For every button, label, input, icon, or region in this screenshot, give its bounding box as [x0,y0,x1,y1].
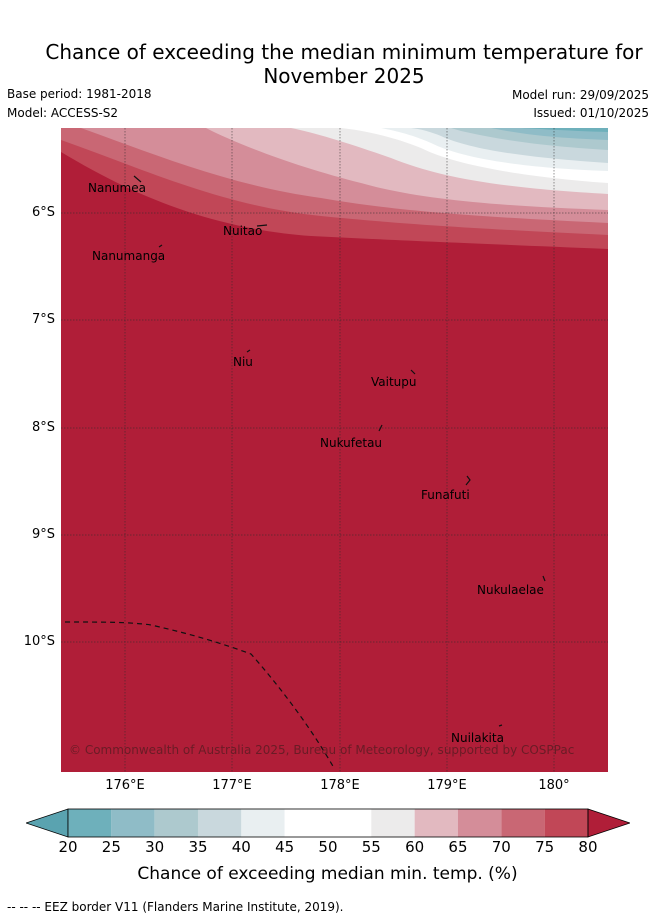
colorbar [26,808,630,838]
colorbar-segment-40-45 [241,809,285,837]
contour-25 [451,128,608,140]
title-line-1: Chance of exceeding the median minimum t… [45,40,643,64]
place-nuitao: Nuitao [223,224,263,238]
place-nukufetau: Nukufetau [320,436,383,450]
colorbar-tick-45: 45 [275,838,295,856]
place-nukulaelae: Nukulaelae [477,583,544,597]
island-nuitao [256,224,268,227]
place-nanumea: Nanumea [88,181,146,195]
chart-title: Chance of exceeding the median minimum t… [0,40,655,88]
colorbar-segment-20-25 [68,809,112,837]
colorbar-segment-25-30 [111,809,155,837]
copyright-notice: © Commonwealth of Australia 2025, Bureau… [69,743,575,757]
colorbar-segment-55-60 [371,809,415,837]
colorbar-segment-60-65 [414,809,458,837]
island-nanumea [133,175,142,183]
colorbar-tick-50: 50 [318,838,338,856]
colorbar-segment-50-55 [327,809,372,837]
colorbar-segment-45-50 [284,809,328,837]
colorbar-tick-65: 65 [448,838,468,856]
model-name: Model: ACCESS-S2 [7,106,119,120]
eez-footnote: -- -- -- EEZ border V11 (Flanders Marine… [7,900,344,914]
colorbar-extend-low [26,808,69,838]
island-nukufetau [378,424,383,432]
colorbar-segment-70-75 [501,809,545,837]
island-nanumanga [158,244,163,248]
colorbar-frame [67,808,589,838]
colorbar-tick-35: 35 [188,838,208,856]
lat-label-10s: 10°S [23,634,55,649]
island-niu [246,349,251,353]
island-vaitupu [410,369,416,375]
lat-label-9s: 9°S [31,527,55,542]
island-nukulaelae [542,575,546,582]
colorbar-tick-40: 40 [231,838,251,856]
base-period: Base period: 1981-2018 [7,87,152,101]
lon-label-176e: 176°E [105,778,145,793]
title-line-2: November 2025 [263,64,425,88]
island-outlines [133,175,546,727]
colorbar-segments [26,808,630,838]
colorbar-tick-60: 60 [405,838,425,856]
island-nuilakita [498,724,503,727]
contour-20 [511,128,608,132]
place-vaitupu: Vaitupu [371,375,417,389]
lon-label-179e: 179°E [427,778,467,793]
lat-label-6s: 6°S [31,205,55,220]
place-niu: Niu [233,355,253,369]
place-nanumanga: Nanumanga [92,249,166,263]
colorbar-tick-20: 20 [58,838,78,856]
colorbar-title: Chance of exceeding median min. temp. (%… [137,864,518,884]
colorbar-segment-30-35 [154,809,198,837]
lon-label-178e: 178°E [320,778,360,793]
colorbar-tick-75: 75 [535,838,555,856]
issued-date: Issued: 01/10/2025 [533,106,649,120]
colorbar-tick-55: 55 [361,838,381,856]
colorbar-tick-30: 30 [145,838,165,856]
colorbar-segment-65-70 [457,809,502,837]
lat-label-8s: 8°S [31,420,55,435]
graticule [61,128,608,772]
forecast-map [61,128,608,772]
colorbar-extend-high [587,808,630,838]
lon-label-180: 180° [538,778,570,793]
colorbar-segment-75-80 [544,809,588,837]
place-nuilakita: Nuilakita [451,731,504,745]
place-funafuti: Funafuti [421,488,470,502]
colorbar-tick-80: 80 [578,838,598,856]
lat-label-7s: 7°S [31,312,55,327]
lon-label-177e: 177°E [212,778,252,793]
colorbar-tick-25: 25 [101,838,121,856]
model-run: Model run: 29/09/2025 [511,88,649,102]
colorbar-segment-35-40 [197,809,242,837]
colorbar-tick-70: 70 [491,838,511,856]
island-funafuti [465,475,471,486]
